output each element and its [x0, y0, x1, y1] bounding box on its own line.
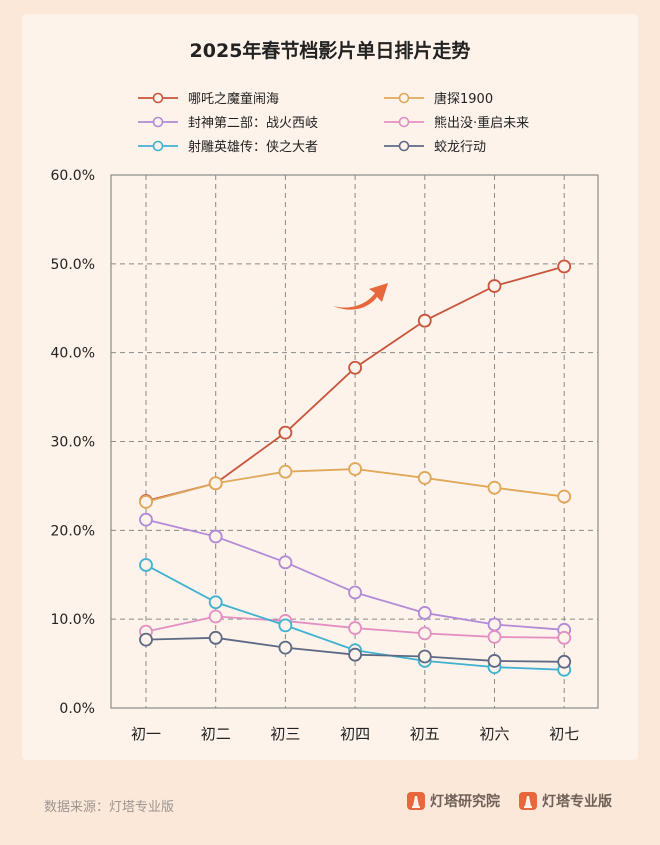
source-note: 数据来源：灯塔专业版 — [44, 800, 175, 815]
x-tick-label: 初四 — [340, 725, 370, 743]
legend-marker — [152, 116, 164, 128]
brand-research-label: 灯塔研究院 — [430, 794, 500, 810]
data-point — [557, 654, 572, 669]
y-tick-label: 60.0% — [51, 168, 95, 184]
trend-arrow-icon — [333, 283, 388, 310]
x-tick-label: 初二 — [201, 725, 231, 743]
lighthouse-logo-icon — [519, 792, 537, 810]
data-point — [139, 495, 153, 509]
data-point — [278, 618, 293, 633]
data-point — [278, 464, 293, 479]
legend-item: 哪吒之魔童闹海 — [138, 91, 279, 107]
data-point — [487, 630, 502, 644]
legend-item: 唐探1900 — [384, 91, 493, 107]
data-point — [348, 360, 363, 375]
y-tick-label: 0.0% — [59, 701, 95, 717]
legend-marker — [398, 140, 410, 152]
data-point — [557, 259, 572, 274]
data-point — [208, 609, 223, 624]
data-point — [278, 425, 293, 440]
plot-area: 0.0% 10.0% 20.0% 30.0% 40.0% 50.0% 60.0% 初一 初二 初三… — [51, 168, 599, 743]
data-point — [208, 595, 223, 610]
legend-item: 熊出没·重启未来 — [384, 115, 529, 131]
legend-marker — [398, 116, 410, 128]
data-point — [139, 558, 153, 572]
legend-item: 蛟龙行动 — [384, 140, 486, 155]
data-point — [208, 529, 223, 544]
data-point — [417, 626, 432, 641]
y-tick-label: 30.0% — [51, 435, 95, 451]
data-point — [417, 471, 432, 485]
legend-label: 封神第二部：战火西岐 — [188, 116, 318, 131]
legend-item: 射雕英雄传：侠之大者 — [138, 139, 318, 155]
data-point — [557, 489, 572, 504]
plot-frame — [110, 174, 599, 709]
x-tick-label: 初一 — [131, 725, 161, 743]
legend-label: 熊出没·重启未来 — [434, 115, 529, 131]
data-point — [139, 512, 153, 527]
brand-research: 灯塔研究院 — [406, 791, 500, 811]
legend-label: 唐探1900 — [434, 91, 493, 107]
data-point — [278, 555, 293, 570]
data-point — [557, 630, 572, 645]
data-point — [417, 649, 432, 664]
series-group — [139, 630, 572, 669]
y-tick-label: 20.0% — [51, 523, 95, 539]
x-tick-label: 初五 — [410, 725, 440, 743]
x-tick-label: 初六 — [479, 725, 509, 743]
data-point — [417, 606, 432, 620]
y-tick-label: 40.0% — [51, 346, 95, 362]
data-point — [487, 654, 502, 668]
chart-title: 2025年春节档影片单日排片走势 — [190, 39, 471, 62]
data-point — [487, 480, 502, 495]
brand-pro: 灯塔专业版 — [518, 791, 612, 811]
data-point — [487, 617, 502, 632]
data-point — [208, 630, 223, 645]
data-point — [208, 476, 223, 491]
lighthouse-logo-icon — [407, 792, 425, 810]
legend-item: 封神第二部：战火西岐 — [138, 116, 318, 131]
line-chart: 2025年春节档影片单日排片走势 哪吒之魔童闹海 唐探1900 封神第二部：战火西岐… — [51, 39, 599, 743]
legend-marker — [398, 92, 410, 104]
legend-marker — [152, 92, 164, 104]
legend: 哪吒之魔童闹海 唐探1900 封神第二部：战火西岐 熊出没·重启未来射雕英雄传：侠之大… — [138, 91, 529, 155]
series-group — [139, 462, 572, 509]
brand-pro-label: 灯塔专业版 — [542, 794, 612, 810]
y-tick-label: 50.0% — [51, 257, 95, 273]
data-point — [348, 462, 363, 476]
legend-label: 射雕英雄传：侠之大者 — [188, 139, 318, 155]
x-tick-label: 初七 — [549, 725, 579, 743]
data-point — [348, 585, 363, 600]
data-point — [417, 313, 432, 328]
data-point — [278, 640, 293, 655]
x-tick-label: 初三 — [270, 725, 300, 743]
legend-label: 哪吒之魔童闹海 — [188, 91, 279, 107]
y-tick-label: 10.0% — [51, 612, 95, 628]
legend-marker — [152, 140, 164, 152]
legend-label: 蛟龙行动 — [434, 140, 486, 155]
data-point — [348, 647, 363, 662]
data-point — [487, 279, 502, 293]
data-point — [348, 621, 363, 635]
data-point — [139, 632, 153, 647]
